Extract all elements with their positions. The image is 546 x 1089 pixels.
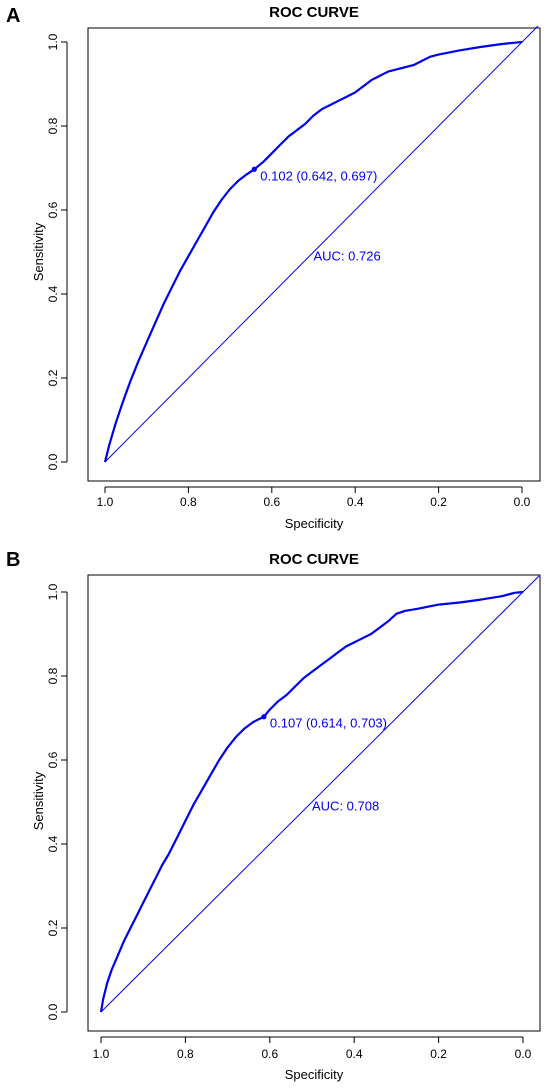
auc-label: AUC: 0.708 xyxy=(312,798,379,813)
x-tick-label: 0.4 xyxy=(347,495,364,509)
y-tick-label: 0.6 xyxy=(46,751,60,768)
y-tick-label: 0.8 xyxy=(46,117,60,134)
x-tick-label: 0.0 xyxy=(515,1047,532,1061)
panel-b: B ROC CURVE 1.0 0.8 0.6 0.4 0.2 0.0 0.0 0.2 0.4… xyxy=(6,549,541,1082)
x-tick-label: 1.0 xyxy=(93,1047,110,1061)
y-tick-label: 0.4 xyxy=(46,285,60,302)
y-tick-label: 0.6 xyxy=(46,201,60,218)
x-tick-label: 0.4 xyxy=(346,1047,363,1061)
plot-frame xyxy=(87,574,541,1032)
plot-frame xyxy=(87,27,541,482)
x-tick-label: 0.6 xyxy=(263,495,280,509)
y-tick-label: 1.0 xyxy=(46,583,60,600)
y-axis-label: Sensitivity xyxy=(31,771,46,830)
x-axis-label: Specificity xyxy=(285,516,344,531)
x-axis: 1.0 0.8 0.6 0.4 0.2 0.0 xyxy=(93,1036,532,1061)
panel-label: A xyxy=(6,5,20,27)
x-tick-label: 0.8 xyxy=(177,1047,194,1061)
x-axis: 1.0 0.8 0.6 0.4 0.2 0.0 xyxy=(97,486,531,509)
y-axis: 0.0 0.2 0.4 0.6 0.8 1.0 xyxy=(46,583,68,1020)
x-tick-label: 0.8 xyxy=(180,495,197,509)
y-axis: 0.0 0.2 0.4 0.6 0.8 1.0 xyxy=(46,33,68,470)
x-axis-label: Specificity xyxy=(285,1067,344,1082)
y-tick-label: 1.0 xyxy=(46,33,60,50)
chance-diagonal-line xyxy=(104,25,539,463)
x-tick-label: 0.2 xyxy=(430,495,447,509)
chance-diagonal-line xyxy=(100,575,540,1013)
y-tick-label: 0.0 xyxy=(46,453,60,470)
cutoff-point-label: 0.107 (0.614, 0.703) xyxy=(270,716,387,731)
cutoff-point-marker xyxy=(261,714,267,720)
chart-title: ROC CURVE xyxy=(269,551,359,568)
cutoff-point-marker xyxy=(251,166,257,172)
x-tick-label: 0.6 xyxy=(261,1047,278,1061)
y-axis-label: Sensitivity xyxy=(31,222,46,281)
roc-curve-line xyxy=(103,40,523,463)
panel-a: A ROC CURVE 1.0 0.8 0.6 0.4 0.2 0.0 0.0 0.2 0.4… xyxy=(6,4,541,531)
x-tick-label: 0.2 xyxy=(430,1047,447,1061)
chart-title: ROC CURVE xyxy=(269,4,359,21)
y-tick-label: 0.0 xyxy=(46,1003,60,1020)
y-tick-label: 0.2 xyxy=(46,369,60,386)
y-tick-label: 0.8 xyxy=(46,667,60,684)
y-tick-label: 0.2 xyxy=(46,919,60,936)
roc-curve-line xyxy=(99,590,524,1013)
y-tick-label: 0.4 xyxy=(46,835,60,852)
auc-label: AUC: 0.726 xyxy=(314,248,381,263)
panel-label: B xyxy=(6,549,20,571)
cutoff-point-label: 0.102 (0.642, 0.697) xyxy=(260,168,377,183)
x-tick-label: 0.0 xyxy=(514,495,531,509)
x-tick-label: 1.0 xyxy=(97,495,114,509)
